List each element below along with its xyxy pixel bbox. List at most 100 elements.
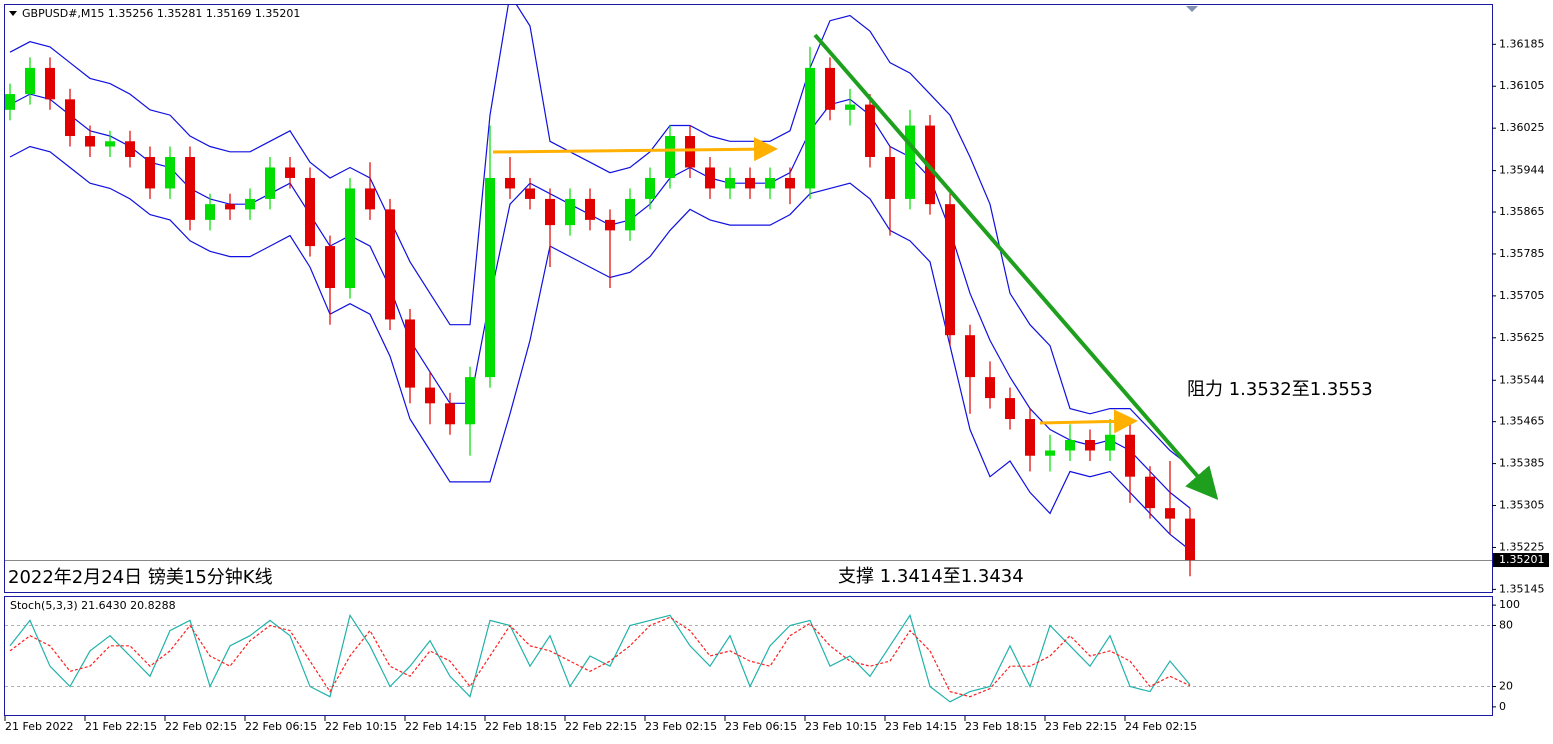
candle-body bbox=[965, 335, 975, 378]
candle-body bbox=[1005, 398, 1015, 420]
candle-body bbox=[885, 156, 895, 199]
candle-body bbox=[1145, 476, 1155, 509]
candle-body bbox=[705, 167, 715, 189]
candle-body bbox=[805, 67, 815, 189]
candle-body bbox=[385, 209, 395, 320]
candle-body bbox=[1125, 434, 1135, 477]
main-panel bbox=[4, 4, 1493, 593]
x-tick-label: 24 Feb 02:15 bbox=[1125, 720, 1197, 733]
candle-body bbox=[845, 104, 855, 110]
trend-line bbox=[813, 33, 1219, 501]
y-tick-label: 1.35145 bbox=[1499, 582, 1545, 595]
x-tick-label: 23 Feb 02:15 bbox=[645, 720, 717, 733]
y-tick-label: 1.35705 bbox=[1499, 289, 1545, 302]
x-tick-label: 21 Feb 2022 bbox=[5, 720, 73, 733]
candle-body bbox=[525, 188, 535, 199]
candle-body bbox=[425, 387, 435, 404]
candle-body bbox=[25, 67, 35, 95]
candle-body bbox=[585, 198, 595, 220]
annotation: 支撑 1.3414至1.3434 bbox=[838, 566, 1024, 587]
y-tick-label: 80 bbox=[1499, 618, 1513, 631]
candle-body bbox=[985, 377, 995, 399]
y-tick-label: 100 bbox=[1499, 598, 1520, 611]
candle-body bbox=[185, 156, 195, 220]
candle-body bbox=[685, 136, 695, 168]
candle-body bbox=[245, 198, 255, 210]
candle-body bbox=[1165, 508, 1175, 519]
x-tick-label: 21 Feb 22:15 bbox=[85, 720, 157, 733]
candle-body bbox=[605, 219, 615, 231]
x-tick-label: 22 Feb 02:15 bbox=[165, 720, 237, 733]
candle-body bbox=[165, 156, 175, 189]
main-plot bbox=[5, 5, 1195, 577]
y-tick-label: 1.36105 bbox=[1499, 79, 1545, 92]
candle-body bbox=[625, 198, 635, 231]
candle-body bbox=[365, 188, 375, 210]
price-tag bbox=[1493, 553, 1549, 568]
level-arrow bbox=[492, 137, 778, 162]
candle-body bbox=[565, 198, 575, 226]
candle-body bbox=[105, 141, 115, 147]
x-tick-label: 23 Feb 06:15 bbox=[725, 720, 797, 733]
shift-marker bbox=[1186, 6, 1198, 12]
x-tick-label: 22 Feb 22:15 bbox=[565, 720, 637, 733]
indicator-line bbox=[9, 613, 1191, 703]
level-arrow bbox=[1039, 409, 1138, 434]
y-tick-label: 1.36185 bbox=[1499, 37, 1545, 50]
candle-body bbox=[285, 167, 295, 178]
candle-body bbox=[1045, 450, 1055, 456]
y-tick-label: 1.35944 bbox=[1499, 164, 1545, 177]
y-tick-label: 20 bbox=[1499, 680, 1513, 693]
y-tick-label: 0 bbox=[1499, 700, 1506, 713]
x-tick-label: 23 Feb 14:15 bbox=[885, 720, 957, 733]
candle-body bbox=[85, 136, 95, 147]
price-tag-label: 1.35201 bbox=[1499, 553, 1545, 566]
x-tick-label: 23 Feb 18:15 bbox=[965, 720, 1037, 733]
candle-body bbox=[505, 177, 515, 189]
candle-body bbox=[145, 156, 155, 189]
candle-body bbox=[205, 204, 215, 220]
candle-body bbox=[645, 177, 655, 199]
y-tick-label: 1.35465 bbox=[1499, 415, 1545, 428]
y-tick-label: 1.35785 bbox=[1499, 247, 1545, 260]
annotation: 2022年2月24日 镑美15分钟K线 bbox=[8, 567, 273, 588]
candle-body bbox=[1085, 440, 1095, 451]
indicator-title: Stoch(5,3,3) 21.6430 20.8288 bbox=[10, 599, 176, 612]
candle-body bbox=[725, 177, 735, 189]
candle-body bbox=[345, 188, 355, 289]
annotation: 阻力 1.3532至1.3553 bbox=[1187, 379, 1373, 400]
candle-body bbox=[1025, 419, 1035, 456]
candle-body bbox=[5, 94, 15, 110]
candle-body bbox=[785, 177, 795, 189]
indicator-line bbox=[9, 93, 1191, 509]
x-tick-label: 22 Feb 10:15 bbox=[325, 720, 397, 733]
x-tick-label: 22 Feb 06:15 bbox=[245, 720, 317, 733]
x-tick-label: 23 Feb 10:15 bbox=[805, 720, 877, 733]
candle-body bbox=[745, 177, 755, 189]
y-tick-label: 1.35544 bbox=[1499, 373, 1545, 386]
candle-body bbox=[125, 141, 135, 157]
indicator-line bbox=[9, 145, 1191, 551]
candle-body bbox=[305, 177, 315, 247]
y-tick-label: 1.35305 bbox=[1499, 499, 1545, 512]
indicator-line bbox=[9, 5, 1191, 467]
candle-body bbox=[45, 67, 55, 100]
candle-body bbox=[445, 403, 455, 425]
y-tick-label: 1.35225 bbox=[1499, 540, 1545, 553]
candle-body bbox=[765, 177, 775, 189]
candle-body bbox=[945, 204, 955, 336]
indicator-line bbox=[9, 616, 1191, 698]
y-tick-label: 1.35625 bbox=[1499, 331, 1545, 344]
candle-body bbox=[1065, 440, 1075, 451]
candle-body bbox=[1105, 434, 1115, 451]
candle-body bbox=[865, 104, 875, 157]
candle-body bbox=[405, 319, 415, 388]
x-tick-label: 22 Feb 14:15 bbox=[405, 720, 477, 733]
candle-body bbox=[1185, 518, 1195, 561]
axes: 1.36185 1.36105 1.36025 1.35944 1.35865 1.357… bbox=[4, 37, 1549, 733]
stoch-panel bbox=[4, 596, 1493, 716]
candle-body bbox=[485, 177, 495, 378]
candle-body bbox=[665, 136, 675, 178]
